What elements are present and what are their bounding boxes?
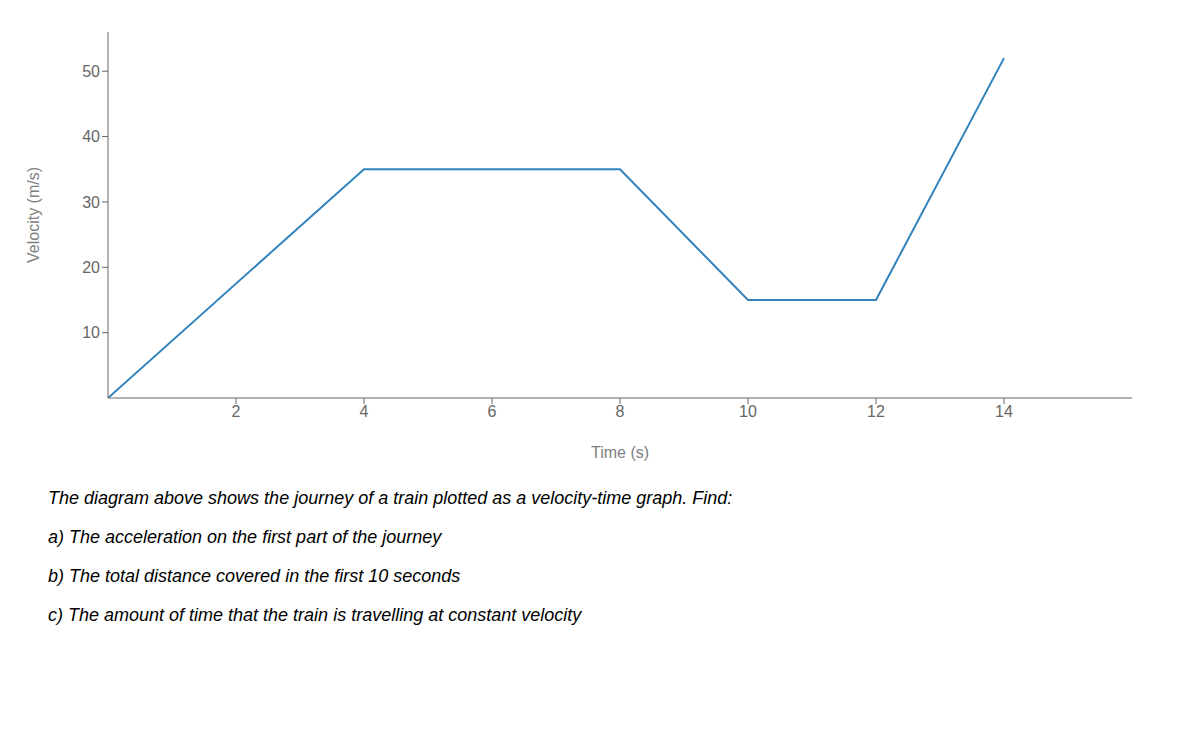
svg-text:12: 12 <box>867 403 885 420</box>
html-text:The diagram above shows the jo: The diagram above shows the journey of a… <box>48 488 733 508</box>
svg-text:40: 40 <box>82 128 100 145</box>
svg-text:10: 10 <box>82 324 100 341</box>
svg-text:10: 10 <box>739 403 757 420</box>
html-text:b) The total distance covered: b) The total distance covered in the fir… <box>48 566 461 586</box>
svg-text:50: 50 <box>82 63 100 80</box>
svg-text:14: 14 <box>995 403 1013 420</box>
svg-text:Time (s): Time (s) <box>591 444 649 461</box>
svg-text:2: 2 <box>232 403 241 420</box>
svg-text:30: 30 <box>82 194 100 211</box>
html-text:c) The amount of time that the: c) The amount of time that the train is … <box>48 605 582 625</box>
svg-text:4: 4 <box>360 403 369 420</box>
html-text:a) The acceleration on the fir: a) The acceleration on the first part of… <box>48 527 442 547</box>
svg-text:8: 8 <box>616 403 625 420</box>
svg-text:6: 6 <box>488 403 497 420</box>
svg-text:20: 20 <box>82 259 100 276</box>
svg-text:Velocity (m/s): Velocity (m/s) <box>25 167 42 263</box>
